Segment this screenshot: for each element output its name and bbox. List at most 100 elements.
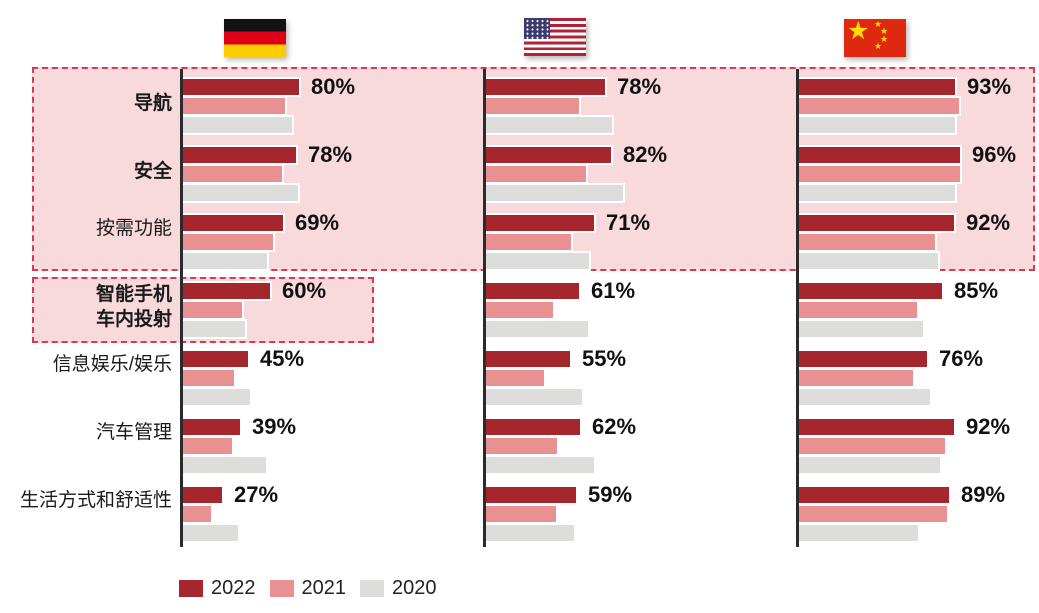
germany-2022-bar: 78% <box>181 143 352 167</box>
china-2020-bar <box>797 183 957 203</box>
usa-2020-bar <box>484 251 591 271</box>
legend-swatch-icon <box>179 580 203 597</box>
value-label: 27% <box>234 482 279 507</box>
usa-2021-bar <box>484 504 558 524</box>
usa-2022-bar: 82% <box>484 143 667 167</box>
usa-2022-bar: 61% <box>484 279 635 303</box>
category-label: 智能手机 车内投射 <box>95 284 172 330</box>
value-label: 93% <box>967 74 1012 99</box>
china-2021-bar <box>797 96 961 116</box>
china-2022-bar: 92% <box>797 415 1010 439</box>
usa-2021-bar <box>484 232 573 252</box>
value-label: 92% <box>966 210 1011 235</box>
value-label: 59% <box>588 482 633 507</box>
china-flag-star-icon: ★ <box>880 34 889 44</box>
value-label: 71% <box>606 210 651 235</box>
category-label: 按需功能 <box>95 217 172 239</box>
value-label: 85% <box>954 278 999 303</box>
category-label: 信息娱乐/娱乐 <box>52 353 172 375</box>
legend-item-2020: 2020 <box>360 577 437 600</box>
china-2020-bar <box>797 387 932 407</box>
usa-2022-bar: 55% <box>484 347 626 371</box>
legend-label: 2020 <box>392 577 437 599</box>
category-label: 生活方式和舒适性 <box>19 489 172 511</box>
usa-2020-bar <box>484 455 596 475</box>
germany-2022-bar: 80% <box>181 75 355 99</box>
category-label: 导航 <box>133 92 172 114</box>
germany-2020-bar <box>181 183 300 203</box>
usa-2021-bar <box>484 96 581 116</box>
value-label: 82% <box>623 142 668 167</box>
usa-2020-bar <box>484 319 590 339</box>
germany-axis <box>180 69 183 547</box>
usa-2021-bar <box>484 436 559 456</box>
china-axis <box>796 69 799 547</box>
usa-flag-icon <box>524 18 586 56</box>
germany-2022-bar: 69% <box>181 211 339 235</box>
china-2021-bar <box>797 300 919 320</box>
usa-2021-bar <box>484 368 546 388</box>
usa-2022-bar: 59% <box>484 483 632 507</box>
usa-2021-bar <box>484 300 555 320</box>
germany-2021-bar <box>181 368 236 388</box>
value-label: 62% <box>592 414 637 439</box>
china-2020-bar <box>797 455 942 475</box>
china-2021-bar <box>797 164 962 184</box>
usa-2020-bar <box>484 523 576 543</box>
value-label: 96% <box>972 142 1017 167</box>
legend-item-2021: 2021 <box>269 577 347 600</box>
category-label: 安全 <box>133 160 172 182</box>
germany-2022-bar: 60% <box>181 279 326 303</box>
legend-swatch-icon <box>360 580 384 597</box>
china-2020-bar <box>797 319 925 339</box>
china-2022-bar: 93% <box>797 75 1011 99</box>
germany-2022-bar: 45% <box>181 347 304 371</box>
usa-2020-bar <box>484 115 614 135</box>
china-2020-bar <box>797 115 957 135</box>
value-label: 78% <box>308 142 353 167</box>
china-2021-bar <box>797 368 915 388</box>
usa-2020-bar <box>484 387 584 407</box>
china-2022-bar: 96% <box>797 143 1016 167</box>
value-label: 60% <box>282 278 327 303</box>
value-label: 78% <box>617 74 662 99</box>
germany-2020-bar <box>181 523 240 543</box>
usa-axis <box>483 69 486 547</box>
legend-label: 2022 <box>211 577 256 599</box>
germany-2022-bar: 39% <box>181 415 296 439</box>
germany-2021-bar <box>181 300 244 320</box>
china-flag-star-icon: ★ <box>874 19 883 29</box>
usa-2020-bar <box>484 183 625 203</box>
china-2022-bar: 85% <box>797 279 998 303</box>
germany-2020-bar <box>181 319 247 339</box>
usa-2021-bar <box>484 164 588 184</box>
value-label: 69% <box>295 210 340 235</box>
germany-flag-icon <box>224 19 286 57</box>
value-label: 45% <box>260 346 305 371</box>
china-2022-bar: 76% <box>797 347 983 371</box>
legend-label: 2021 <box>301 577 347 599</box>
value-label: 92% <box>966 414 1011 439</box>
legend-item-2022: 2022 <box>179 577 256 600</box>
china-flag-star-icon: ★ <box>880 26 889 36</box>
germany-2020-bar <box>181 115 294 135</box>
usa-2022-bar: 71% <box>484 211 650 235</box>
value-label: 39% <box>252 414 297 439</box>
china-2020-bar <box>797 523 920 543</box>
germany-2021-bar <box>181 96 287 116</box>
germany-2021-bar <box>181 504 213 524</box>
usa-2022-bar: 78% <box>484 75 661 99</box>
china-2020-bar <box>797 251 940 271</box>
value-label: 80% <box>311 74 356 99</box>
value-label: 89% <box>961 482 1006 507</box>
china-flag-star-icon: ★ <box>847 17 870 45</box>
germany-2021-bar <box>181 232 275 252</box>
germany-2021-bar <box>181 164 284 184</box>
legend: 2022 2021 2020 <box>179 577 437 600</box>
germany-2021-bar <box>181 436 234 456</box>
germany-2020-bar <box>181 251 269 271</box>
germany-2020-bar <box>181 455 268 475</box>
usa-flag-canton <box>524 18 550 39</box>
china-2022-bar: 92% <box>797 211 1010 235</box>
